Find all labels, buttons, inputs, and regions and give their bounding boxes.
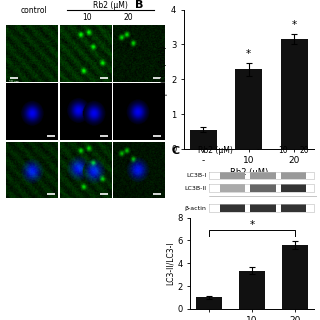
Text: Rb2 (μM): Rb2 (μM) — [198, 146, 233, 155]
Bar — [250, 204, 276, 212]
Bar — [220, 184, 245, 192]
Bar — [281, 204, 306, 212]
X-axis label: Rb2 (μM): Rb2 (μM) — [230, 168, 268, 177]
Text: 20: 20 — [299, 146, 309, 155]
Text: LC3B-I: LC3B-I — [186, 173, 206, 178]
Bar — [235, 69, 262, 149]
Text: β-actin: β-actin — [184, 206, 206, 211]
Bar — [281, 184, 306, 192]
Text: control: control — [20, 6, 47, 15]
Text: C: C — [171, 146, 179, 156]
Text: B: B — [135, 0, 143, 10]
Text: *: * — [249, 220, 255, 229]
Bar — [250, 172, 276, 179]
Bar — [220, 172, 245, 179]
Text: 10 μm: 10 μm — [9, 80, 19, 84]
Text: 10: 10 — [82, 13, 92, 22]
Bar — [220, 204, 245, 212]
Y-axis label: LC3 puncta (fold): LC3 puncta (fold) — [159, 46, 168, 112]
Text: -: - — [257, 146, 259, 155]
Text: LC3B-II: LC3B-II — [184, 186, 206, 191]
Y-axis label: LC3-II/LC3-I: LC3-II/LC3-I — [166, 241, 175, 285]
Text: Rb2 (μM): Rb2 (μM) — [93, 1, 128, 10]
Bar — [239, 271, 265, 309]
Bar — [250, 184, 276, 192]
Text: 10: 10 — [279, 146, 288, 155]
Text: 20: 20 — [123, 13, 133, 22]
Bar — [196, 297, 222, 309]
Bar — [281, 172, 306, 179]
Bar — [281, 39, 308, 149]
Bar — [190, 130, 217, 149]
Bar — [282, 245, 308, 309]
Text: *: * — [246, 49, 252, 59]
Text: *: * — [292, 20, 297, 30]
